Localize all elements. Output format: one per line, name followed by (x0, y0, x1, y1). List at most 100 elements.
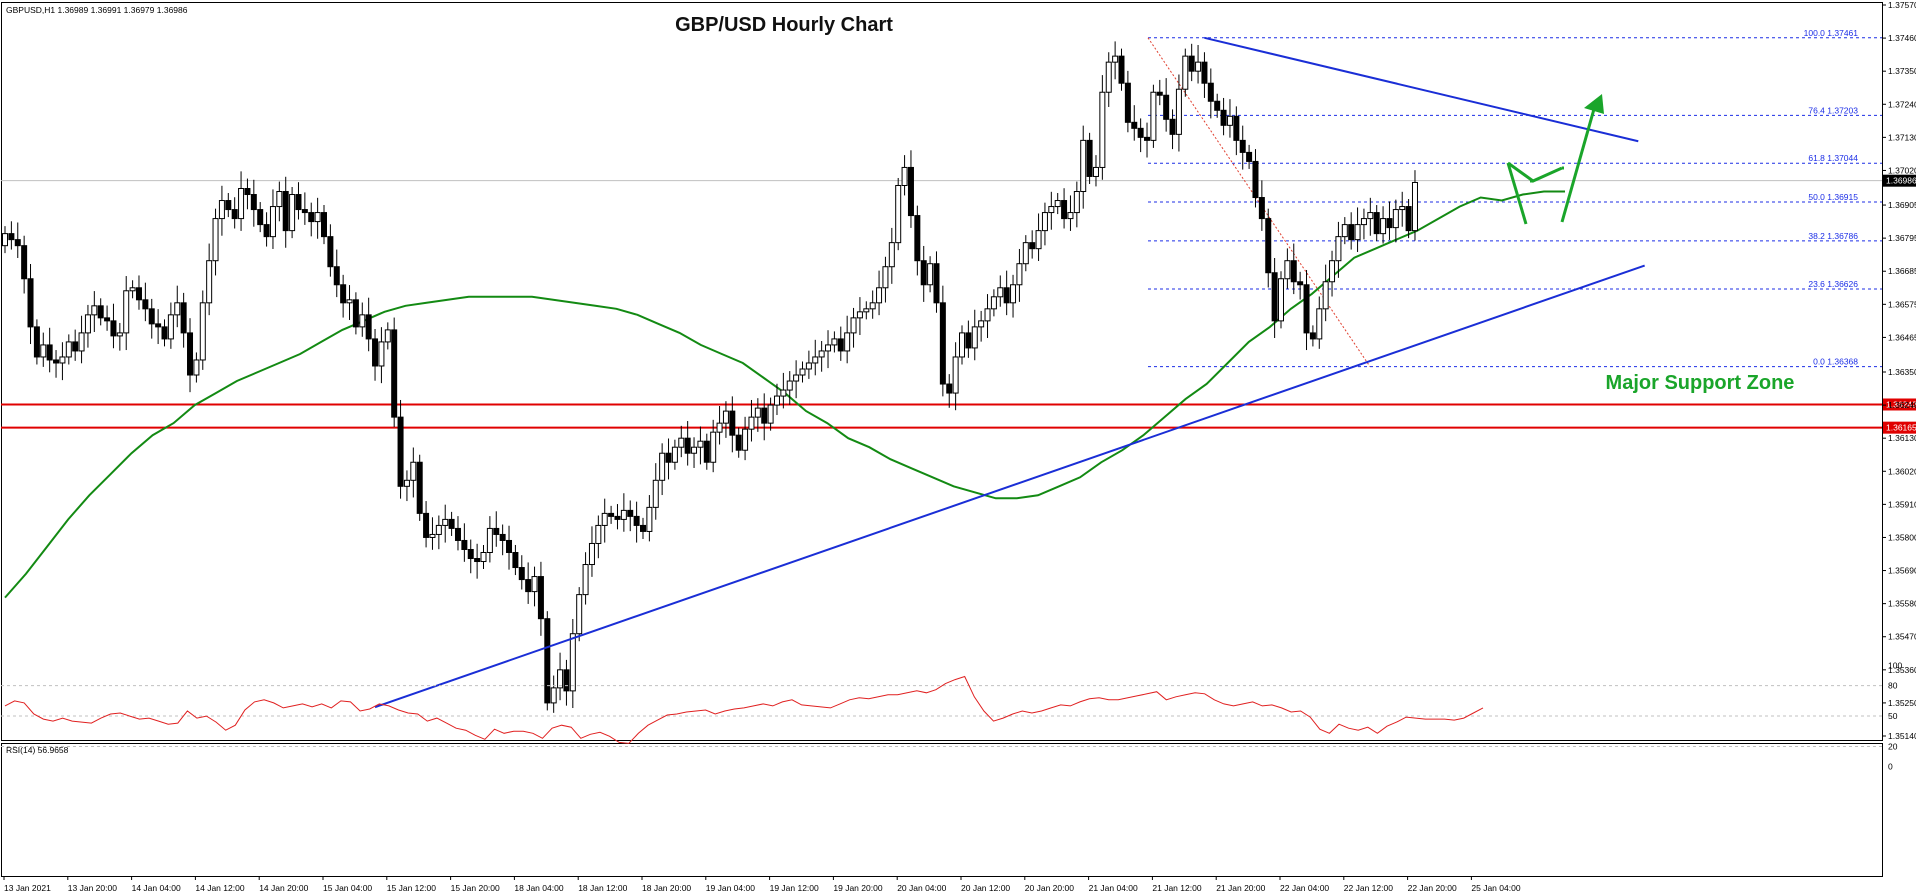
candle (990, 289, 997, 317)
candle (116, 322, 123, 351)
rsi-level-label: 0 (1888, 762, 1893, 772)
bearish-candle-body (608, 512, 615, 517)
bearish-candle-body (1297, 281, 1304, 286)
bearish-candle-body (684, 437, 691, 454)
bullish-candle-body (882, 266, 889, 289)
price-axis-label: 1.36240 (1888, 400, 1916, 410)
candle (1054, 193, 1061, 215)
fibonacci-level-label: 23.6 1.36626 (1808, 279, 1858, 289)
time-axis-label: 20 Jan 12:00 (961, 883, 1010, 893)
candle (206, 243, 213, 316)
bearish-candle-body (1169, 118, 1176, 135)
bullish-candle-body (238, 188, 245, 220)
candle (1163, 78, 1170, 132)
bearish-candle-body (8, 233, 15, 241)
bearish-candle-body (372, 338, 379, 367)
bullish-candle-body (1067, 212, 1074, 220)
bearish-candle-body (257, 209, 264, 226)
candle (295, 182, 302, 220)
time-axis-label: 15 Jan 20:00 (451, 883, 500, 893)
time-axis-label: 18 Jan 04:00 (514, 883, 563, 893)
candle (40, 332, 47, 367)
candle (218, 185, 225, 236)
projection-zigzag (1507, 161, 1563, 183)
candle (244, 178, 251, 210)
support-zone-annotation: Major Support Zone (1606, 372, 1795, 394)
bullish-candle-body (1092, 166, 1099, 177)
bullish-candle-body (1367, 212, 1374, 220)
candle (1144, 122, 1151, 158)
candle (793, 360, 800, 399)
candle (703, 433, 710, 470)
candle (1411, 170, 1418, 241)
bullish-candle-body (818, 350, 825, 358)
candle (557, 652, 564, 701)
bullish-candle-body (346, 299, 353, 304)
candle (14, 222, 21, 258)
fibonacci-level-label: 100.0 1.37461 (1804, 28, 1859, 38)
candle (588, 526, 595, 577)
candle (301, 192, 308, 225)
bearish-candle-body (537, 576, 544, 620)
bullish-candle-body (805, 362, 812, 370)
price-axis-label: 1.36465 (1888, 332, 1916, 342)
candle (1067, 195, 1074, 231)
bullish-candle-body (550, 687, 557, 704)
candle (467, 539, 474, 574)
rsi-level-label: 100 (1888, 660, 1902, 670)
bullish-candle-body (429, 533, 436, 538)
candle (1156, 79, 1163, 106)
candle (448, 511, 455, 536)
bullish-candle-body (65, 341, 72, 358)
price-axis-label: 1.36130 (1888, 433, 1916, 443)
candle (378, 327, 385, 384)
bullish-candle-body (927, 263, 934, 286)
candle (933, 251, 940, 313)
bearish-candle-body (333, 266, 340, 286)
bearish-candle-body (1239, 139, 1246, 153)
bullish-candle-body (780, 389, 787, 397)
candle (174, 285, 181, 328)
bearish-candle-body (939, 302, 946, 385)
candle (582, 552, 589, 605)
candle (321, 205, 327, 245)
candle (844, 315, 851, 364)
bullish-candle-body (869, 302, 876, 310)
candle (359, 302, 366, 337)
bullish-candle-body (876, 287, 883, 304)
candle (1092, 155, 1099, 187)
candle (939, 285, 946, 397)
bullish-candle-body (116, 332, 123, 337)
candle (435, 515, 442, 550)
chart-title: GBP/USD Hourly Chart (675, 14, 893, 36)
projection-up-arrowhead (1584, 94, 1604, 114)
rsi-frame (1, 743, 1883, 877)
candle (486, 516, 493, 563)
bullish-candle-body (863, 308, 870, 313)
candle (959, 325, 965, 365)
time-axis-label: 25 Jan 04:00 (1471, 883, 1520, 893)
bullish-candle-body (856, 311, 863, 319)
price-axis-label: 1.37570 (1888, 0, 1916, 10)
candle (33, 319, 40, 365)
bullish-candle-body (1316, 308, 1323, 340)
candle (652, 463, 659, 520)
bullish-candle-body (1195, 61, 1202, 72)
bullish-candle-body (40, 344, 47, 358)
current-price-tag (1883, 174, 1916, 187)
candle (722, 401, 729, 438)
candle (1284, 248, 1291, 289)
bullish-candle-body (1054, 200, 1061, 208)
bearish-candle-body (914, 215, 921, 262)
bullish-candle-body (378, 341, 385, 367)
bullish-candle-body (193, 359, 200, 376)
candle (499, 524, 506, 556)
candle (474, 543, 481, 579)
candle (1290, 243, 1297, 295)
candle (1271, 257, 1278, 339)
candle (135, 275, 142, 310)
bearish-candle-body (1003, 287, 1010, 304)
bullish-candle-body (742, 428, 749, 451)
bearish-candle-body (148, 308, 155, 325)
bullish-candle-body (410, 461, 417, 481)
